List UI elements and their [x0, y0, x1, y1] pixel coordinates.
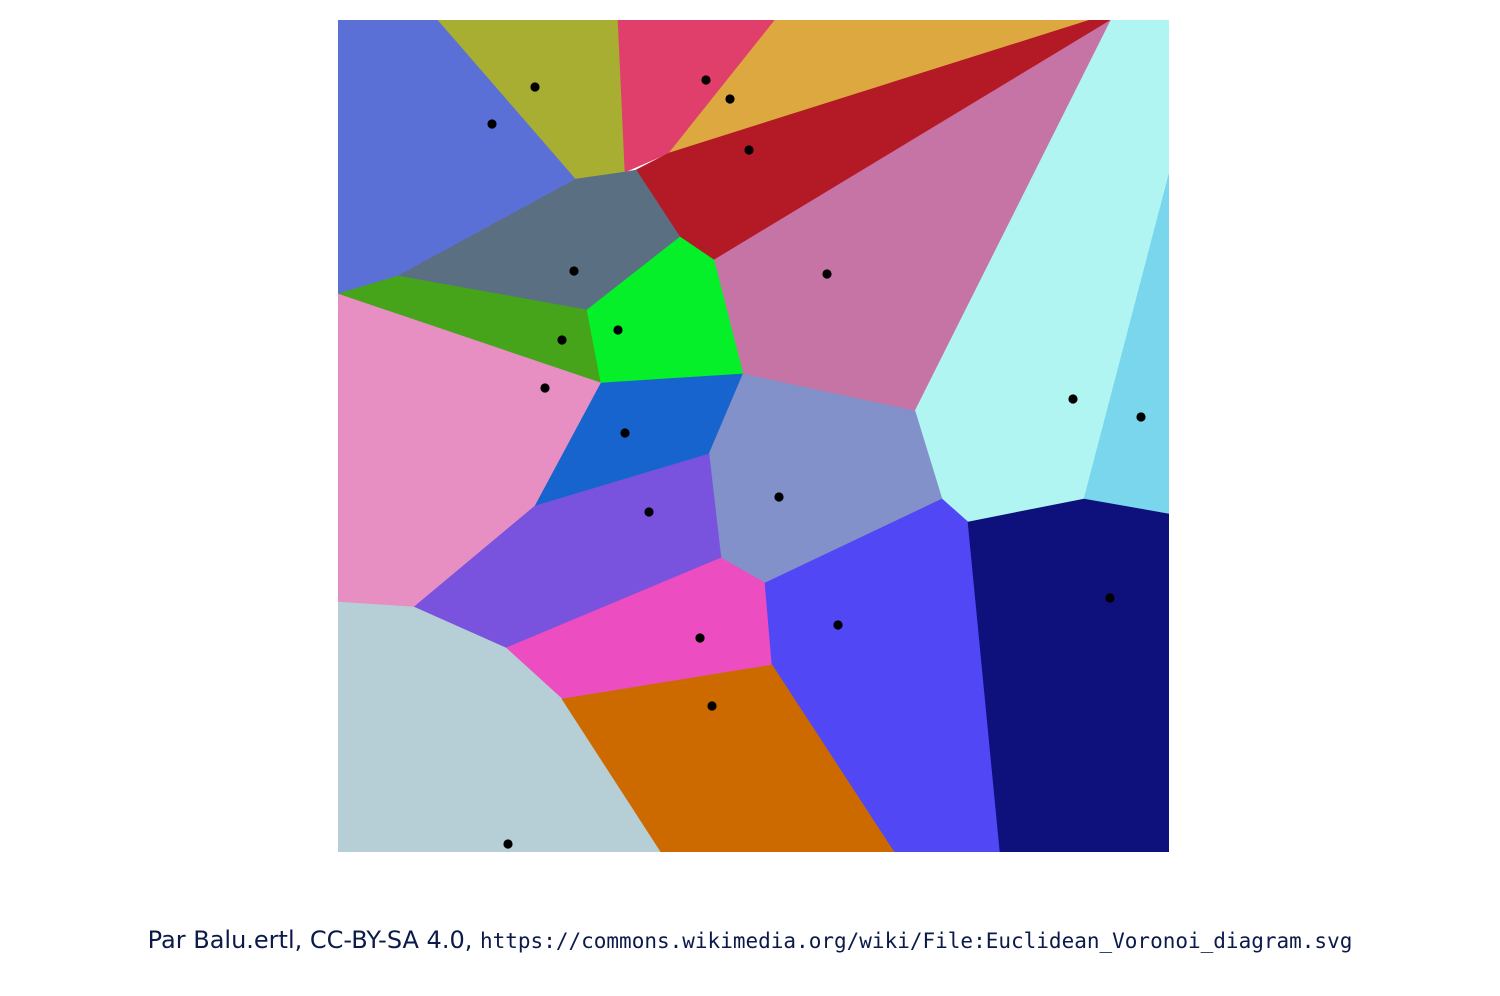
- voronoi-svg: [338, 20, 1169, 852]
- credit-prefix: Par Balu.ertl, CC-BY-SA 4.0,: [147, 926, 473, 954]
- voronoi-cells: [338, 20, 1169, 852]
- site-point: [644, 507, 654, 517]
- site-point: [822, 269, 832, 279]
- cell-navy: [967, 498, 1169, 852]
- site-point: [1105, 593, 1115, 603]
- site-point: [707, 701, 717, 711]
- site-point: [569, 266, 579, 276]
- site-point: [530, 82, 540, 92]
- cell-bright-green: [586, 236, 744, 384]
- site-point: [540, 383, 550, 393]
- credit-url[interactable]: https://commons.wikimedia.org/wiki/File:…: [479, 929, 1353, 953]
- site-point: [613, 325, 623, 335]
- site-point: [487, 119, 497, 129]
- site-point: [695, 633, 705, 643]
- site-point: [557, 335, 567, 345]
- attribution-credit: Par Balu.ertl, CC-BY-SA 4.0, https://com…: [0, 926, 1500, 954]
- site-point: [1136, 412, 1146, 422]
- site-point: [725, 94, 735, 104]
- cell-orange: [561, 664, 895, 852]
- site-point: [774, 492, 784, 502]
- site-point: [1068, 394, 1078, 404]
- site-point: [620, 428, 630, 438]
- site-point: [701, 75, 711, 85]
- voronoi-sites: [487, 75, 1146, 849]
- site-point: [503, 839, 513, 849]
- site-point: [833, 620, 843, 630]
- voronoi-diagram: [338, 20, 1169, 852]
- site-point: [744, 145, 754, 155]
